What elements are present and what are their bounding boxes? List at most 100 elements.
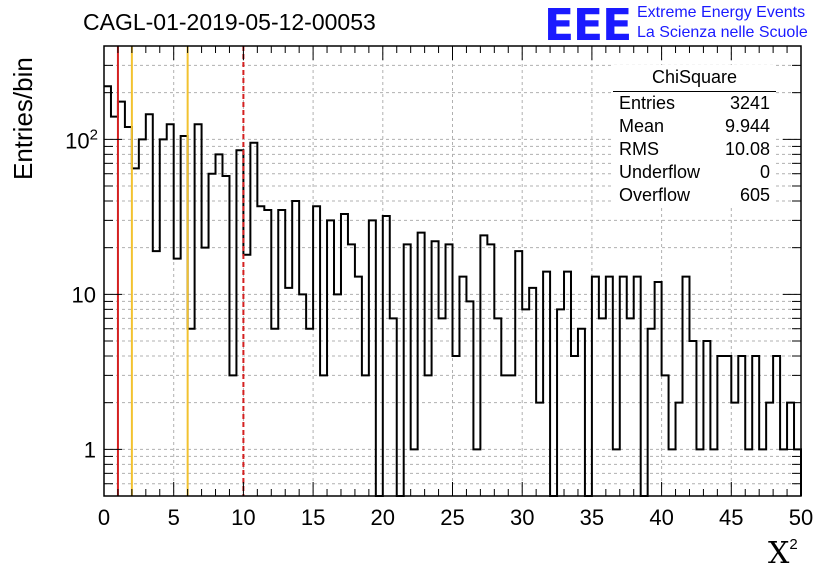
histogram-bin — [453, 356, 460, 496]
histogram-bin — [104, 86, 111, 496]
histogram-bin — [752, 356, 759, 496]
histogram-bin — [195, 124, 202, 496]
x-tick-label: 0 — [98, 505, 110, 530]
histogram-bin — [627, 318, 634, 496]
histogram-bin — [348, 244, 355, 496]
histogram-bin — [146, 114, 153, 496]
histogram-bin — [216, 154, 223, 496]
stats-value: 605 — [739, 185, 770, 205]
x-tick-label: 10 — [231, 505, 255, 530]
y-tick-label: 1 — [84, 437, 96, 462]
y-axis-label: Entries/bin — [8, 57, 38, 180]
stats-label: Overflow — [619, 185, 691, 205]
histogram-bin — [139, 139, 146, 496]
histogram-bin — [236, 150, 243, 496]
stats-label: Entries — [619, 93, 676, 113]
histogram-bin — [327, 220, 334, 496]
histogram-bin — [404, 244, 411, 496]
histogram-bin — [446, 244, 453, 496]
histogram-bin — [515, 251, 522, 496]
histogram-bin — [648, 329, 655, 496]
x-tick-label: 25 — [440, 505, 464, 530]
histogram-bin — [662, 375, 669, 496]
logo-line-1: Extreme Energy Events — [637, 4, 806, 21]
histogram-bin — [306, 329, 313, 496]
histogram-bin — [264, 210, 271, 496]
histogram-bin — [599, 318, 606, 496]
histogram-bin — [703, 341, 710, 496]
histogram-bin — [508, 375, 515, 496]
stats-label: Mean — [619, 116, 665, 136]
reference-lines — [116, 46, 245, 496]
histogram-bin — [271, 329, 278, 496]
x-tick-label: 15 — [301, 505, 325, 530]
x-tick-label: 40 — [649, 505, 673, 530]
histogram-bin — [334, 294, 341, 496]
histogram-bin — [188, 329, 195, 496]
y-tick-label: 10 — [72, 282, 96, 307]
histogram-bin — [501, 375, 508, 496]
x-tick-label: 35 — [580, 505, 604, 530]
histogram-bin — [439, 318, 446, 496]
histogram-bin — [125, 127, 132, 496]
logo-line-2: La Scienza nelle Scuole — [637, 24, 808, 41]
eee-logo: EEE — [544, 0, 632, 51]
histogram-bin — [257, 206, 264, 496]
stats-value: 0 — [759, 162, 770, 182]
x-tick-label: 5 — [168, 505, 180, 530]
histogram-bin — [689, 341, 696, 496]
histogram-bin — [313, 206, 320, 496]
histogram-bin — [425, 375, 432, 496]
histogram-bin — [578, 329, 585, 496]
x-tick-label: 30 — [510, 505, 534, 530]
x-axis-label-superscript: 2 — [789, 536, 798, 553]
stats-label: RMS — [619, 139, 659, 159]
histogram-bin — [466, 301, 473, 496]
histogram-bin — [229, 375, 236, 496]
chart-title: CAGL-01-2019-05-12-00053 — [83, 9, 376, 35]
stats-title: ChiSquare — [651, 67, 738, 87]
axis-ticks — [103, 46, 802, 496]
stats-label: Underflow — [619, 162, 701, 182]
x-tick-label: 20 — [371, 505, 395, 530]
histogram-bin — [167, 124, 174, 496]
histogram-bin — [494, 318, 501, 496]
histogram-bin — [432, 241, 439, 496]
x-axis-label: X2 — [768, 536, 798, 571]
y-tick-label: 102 — [65, 126, 98, 153]
histogram-bin — [153, 251, 160, 496]
histogram-outline — [104, 85, 802, 497]
x-tick-label: 45 — [719, 505, 743, 530]
x-axis-label-main: X — [768, 536, 790, 571]
histogram-bin — [202, 248, 209, 496]
histogram-bin — [320, 375, 327, 496]
histogram-bin — [717, 356, 724, 496]
stats-value: 3241 — [729, 93, 770, 113]
histogram-bin — [278, 210, 285, 496]
histogram-bin — [390, 318, 397, 496]
histogram-bin — [250, 143, 257, 496]
histogram-bin — [222, 176, 229, 496]
tick-labels: 0 5 10 15 20 25 30 35 40 45 50 1 10 102 — [65, 126, 813, 530]
histogram-bin — [299, 294, 306, 496]
histogram-series — [104, 85, 802, 497]
histogram-bin — [773, 356, 780, 496]
histogram-bin — [724, 356, 731, 496]
histogram-bin — [543, 272, 550, 496]
y-axis-label-container: Entries/bin — [4, 57, 44, 320]
histogram-bin — [292, 201, 299, 496]
histogram-bin — [341, 214, 348, 496]
stats-divider — [613, 91, 776, 92]
histogram-bin — [369, 220, 376, 496]
histogram-bin — [487, 244, 494, 496]
x-tick-label: 50 — [789, 505, 813, 530]
histogram-bin — [209, 174, 216, 496]
histogram-bin — [160, 139, 167, 496]
stats-value: 9.944 — [724, 116, 770, 136]
histogram-bin — [571, 356, 578, 496]
histogram-bin — [132, 168, 139, 496]
histogram-bin — [118, 102, 125, 496]
histogram-bin — [738, 356, 745, 496]
histogram-bin — [564, 272, 571, 496]
